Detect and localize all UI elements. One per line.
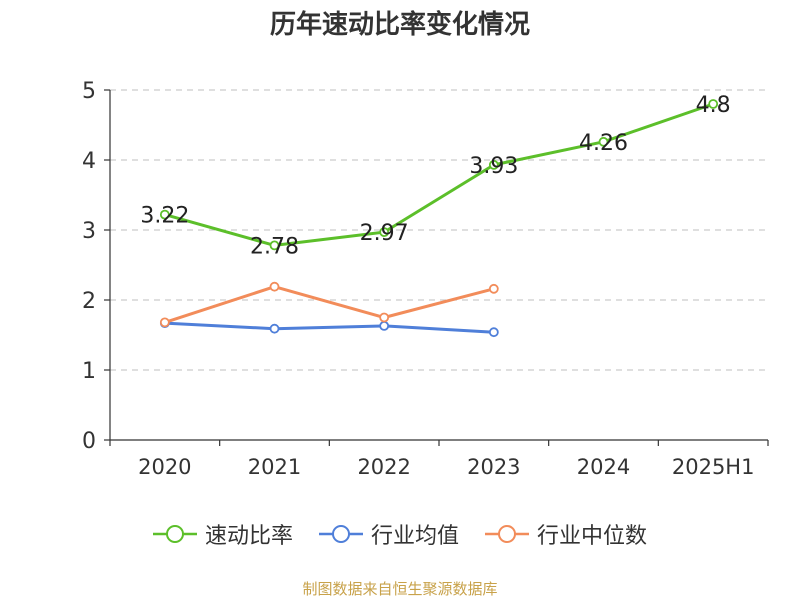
- data-source-note: 制图数据来自恒生聚源数据库: [302, 580, 498, 598]
- data-label: 3.22: [140, 204, 189, 229]
- y-tick-label: 1: [82, 359, 96, 384]
- data-label: 3.93: [469, 154, 518, 179]
- legend-line-icon: [152, 525, 197, 543]
- x-tick-label: 2025H1: [672, 455, 755, 479]
- data-point: [488, 159, 499, 170]
- data-label: 4.8: [696, 93, 731, 118]
- legend-item-industry-mean[interactable]: 行业均值: [318, 518, 459, 550]
- data-point: [269, 323, 280, 334]
- y-tick-label: 2: [82, 289, 96, 314]
- data-label: 2.97: [360, 221, 409, 246]
- x-tick-label: 2021: [248, 455, 301, 479]
- x-tick-label: 2022: [357, 455, 410, 479]
- legend-label: 行业中位数: [537, 524, 648, 549]
- legend-label: 速动比率: [204, 524, 293, 549]
- legend-item-industry-median[interactable]: 行业中位数: [485, 518, 647, 550]
- data-point: [159, 317, 170, 328]
- data-label: 2.78: [250, 234, 299, 259]
- data-point: [708, 99, 719, 109]
- x-tick-label: 2020: [138, 455, 191, 479]
- data-point: [488, 327, 499, 338]
- chart-title: 历年速动比率变化情况: [269, 10, 530, 40]
- data-point: [488, 283, 499, 294]
- legend-line-icon: [318, 525, 363, 543]
- data-label: 4.26: [579, 131, 628, 156]
- data-point: [159, 209, 170, 220]
- series-line: [164, 321, 494, 334]
- series-line: [164, 285, 495, 324]
- x-tick-label: 2023: [467, 455, 520, 479]
- y-tick-label: 3: [82, 219, 96, 244]
- data-point: [598, 136, 609, 147]
- series-group: [159, 99, 719, 338]
- data-point: [269, 240, 280, 251]
- legend-item-quick-ratio[interactable]: 速动比率: [152, 518, 293, 550]
- y-tick-label: 5: [82, 79, 96, 104]
- x-tick-label: 2024: [577, 455, 630, 479]
- axes: 0 1 2 3 4 5 2020 2021 2022 2023 2024 2025H1: [82, 79, 769, 479]
- data-point: [269, 281, 280, 292]
- data-point: [379, 320, 390, 331]
- legend[interactable]: 速动比率 行业均值 行业中位数: [0, 518, 800, 550]
- data-point: [379, 227, 390, 238]
- legend-line-icon: [485, 525, 529, 543]
- series-line: [164, 102, 714, 247]
- y-tick-label: 0: [82, 429, 96, 454]
- data-point: [379, 312, 390, 323]
- y-tick-label: 4: [82, 149, 96, 174]
- data-labels: 3.22 2.78 2.97 3.93 4.26 4.8: [140, 93, 730, 259]
- legend-label: 行业均值: [370, 524, 459, 549]
